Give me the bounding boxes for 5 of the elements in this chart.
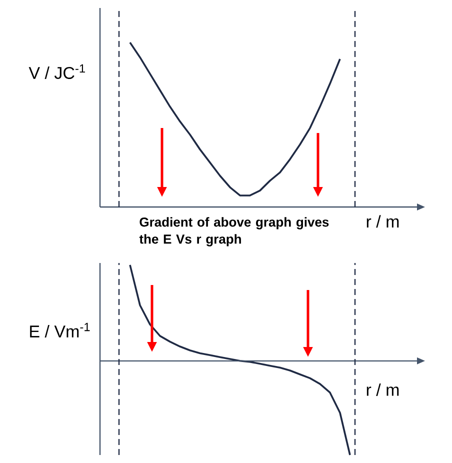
y-axis-title: V / JC$^{-1}$ bbox=[28, 64, 85, 79]
x-axis-title: r / m bbox=[366, 215, 399, 228]
text: Gradient of above graph gives the E Vs r graph bbox=[139, 217, 329, 246]
x-axis-title: r / m bbox=[366, 383, 399, 396]
y-axis-title: E / Vm$^{-1}$ bbox=[30, 322, 90, 338]
